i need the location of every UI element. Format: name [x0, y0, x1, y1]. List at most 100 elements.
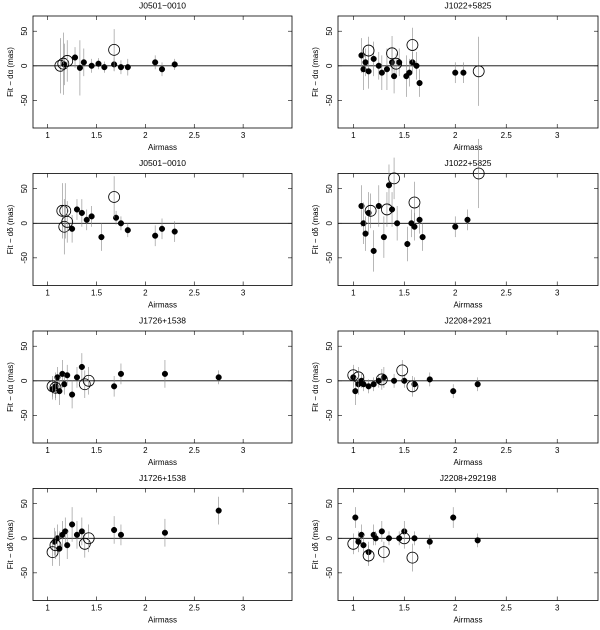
filled-marker — [358, 202, 365, 210]
filled-marker — [78, 528, 85, 535]
open-marker — [406, 39, 419, 51]
open-marker — [61, 215, 74, 228]
filled-marker — [411, 223, 418, 230]
x-tick-label: 1.5 — [91, 131, 103, 140]
open-marker — [388, 172, 400, 185]
y-tick-label: 0 — [20, 378, 29, 383]
y-tick-label: 50 — [20, 26, 29, 35]
filled-marker — [215, 374, 222, 381]
filled-marker — [450, 514, 457, 521]
y-tick-label: 50 — [325, 499, 334, 508]
panel: J1726+1538 Airmass Fit − dα (mas) 1 1.5 2 2.5 3… — [6, 315, 293, 467]
filled-marker — [358, 52, 365, 59]
open-marker — [57, 57, 70, 70]
plot-frame — [32, 330, 293, 444]
x-tick-label: 2 — [143, 289, 148, 298]
filled-marker — [358, 531, 365, 538]
filled-marker — [360, 220, 367, 227]
filled-marker — [161, 529, 168, 536]
open-marker — [472, 167, 485, 180]
filled-marker — [450, 388, 457, 395]
y-tick-label: -50 — [325, 252, 334, 264]
filled-marker — [69, 391, 76, 398]
x-tick-label: 3 — [241, 446, 246, 455]
filled-marker — [474, 381, 481, 388]
filled-marker — [158, 66, 166, 73]
y-axis-label: Fit − dα (mas) — [6, 47, 15, 97]
filled-marker — [69, 521, 76, 528]
open-marker — [406, 551, 419, 564]
filled-marker — [111, 383, 118, 390]
open-marker — [377, 546, 390, 559]
open-marker — [362, 44, 375, 57]
open-marker — [54, 59, 67, 72]
filled-marker — [62, 528, 69, 535]
panel-title: J1726+1538 — [139, 473, 186, 483]
filled-marker — [383, 66, 390, 73]
x-tick-label: 1.5 — [91, 289, 103, 298]
panel: J1022+5825 Airmass Fit − dδ (mas) 1 1.5 2 2.5 3… — [311, 138, 599, 310]
filled-marker — [352, 388, 359, 395]
panel-title: J1022+5825 — [444, 0, 491, 10]
x-tick-label: 2 — [143, 131, 148, 140]
x-tick-label: 1 — [351, 604, 356, 613]
panel: J2208+292198 Airmass Fit − dδ (mas) 1 1.5 2 2.… — [311, 473, 599, 625]
plot-frame — [32, 15, 293, 129]
x-tick-label: 2.5 — [189, 289, 201, 298]
y-tick-label: -50 — [20, 252, 29, 264]
y-tick-label: -50 — [20, 94, 29, 106]
y-axis-label: Fit − dα (mas) — [311, 362, 320, 412]
x-axis-label: Airmass — [454, 458, 483, 467]
filled-marker — [404, 240, 411, 248]
plot-frame — [32, 488, 293, 601]
plot-frame — [337, 330, 599, 444]
panel: J1022+5825 Airmass Fit − dα (mas) 1 1.5 2 2.5 3… — [311, 0, 599, 152]
x-tick-label: 2.5 — [189, 446, 201, 455]
filled-marker — [98, 234, 105, 241]
open-marker — [49, 381, 62, 394]
panel-title: J0501−0010 — [139, 0, 186, 10]
open-marker — [347, 369, 360, 382]
y-tick-label: 0 — [325, 63, 334, 68]
filled-marker — [101, 64, 108, 71]
x-tick-label: 2 — [453, 289, 458, 298]
x-tick-label: 3 — [555, 604, 560, 613]
filled-marker — [360, 542, 367, 549]
x-tick-label: 1 — [45, 446, 50, 455]
filled-marker — [73, 206, 81, 213]
x-tick-label: 2 — [453, 131, 458, 140]
filled-marker — [413, 62, 420, 69]
filled-marker — [80, 59, 87, 66]
x-tick-label: 2 — [143, 604, 148, 613]
filled-marker — [416, 80, 423, 87]
filled-marker — [73, 531, 81, 538]
filled-marker — [370, 381, 377, 388]
x-tick-label: 2.5 — [501, 604, 513, 613]
plot-frame — [337, 488, 599, 601]
open-marker — [364, 204, 377, 217]
y-tick-label: 0 — [20, 63, 29, 68]
y-tick-label: 50 — [325, 184, 334, 193]
filled-marker — [158, 225, 166, 232]
filled-marker — [78, 363, 85, 371]
x-tick-label: 1.5 — [399, 131, 411, 140]
open-marker — [352, 371, 365, 384]
y-tick-label: 0 — [325, 221, 334, 226]
filled-marker — [352, 514, 359, 521]
filled-marker — [71, 54, 79, 61]
filled-marker — [370, 247, 377, 254]
x-tick-label: 2.5 — [501, 131, 513, 140]
filled-marker — [362, 59, 369, 66]
x-tick-label: 2 — [453, 604, 458, 613]
filled-marker — [124, 227, 131, 234]
y-axis-label: Fit − dα (mas) — [6, 362, 15, 412]
y-tick-label: 0 — [325, 536, 334, 541]
filled-marker — [117, 370, 125, 377]
x-tick-label: 1.5 — [91, 446, 103, 455]
filled-marker — [378, 528, 385, 535]
y-axis-label: Fit − dδ (mas) — [311, 204, 320, 254]
filled-marker — [61, 381, 68, 388]
filled-marker — [426, 538, 433, 545]
y-tick-label: 50 — [325, 26, 334, 35]
filled-marker — [411, 535, 418, 542]
